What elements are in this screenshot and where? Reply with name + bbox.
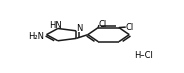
Text: Cl: Cl <box>98 19 107 29</box>
Text: Cl: Cl <box>125 23 134 32</box>
Text: HN: HN <box>49 21 62 30</box>
Text: H–Cl: H–Cl <box>134 51 153 60</box>
Text: N: N <box>76 24 82 33</box>
Text: H₂N: H₂N <box>28 32 44 41</box>
